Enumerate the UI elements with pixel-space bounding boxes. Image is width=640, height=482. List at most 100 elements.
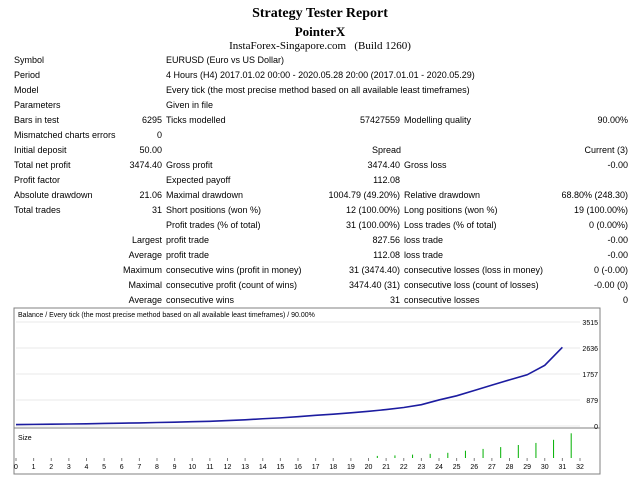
max-consec-losses-value: 0 (-0.00) (593, 265, 628, 275)
profit-trades-value: 31 (100.00%) (345, 220, 400, 230)
bars-in-test-value: 6295 (141, 115, 162, 125)
report-title: Strategy Tester Report (252, 6, 388, 21)
symbol-label: Symbol (14, 55, 45, 65)
mismatched-label: Mismatched charts errors (14, 130, 116, 140)
x-tick-label: 5 (102, 464, 106, 471)
total-trades-value: 31 (151, 205, 162, 215)
x-tick-label: 14 (259, 464, 267, 471)
parameters-label: Parameters (14, 100, 61, 110)
largest-profit-trade-label: profit trade (166, 235, 210, 245)
build-number: (Build 1260) (354, 40, 411, 52)
average-loss-trade-value: -0.00 (607, 250, 628, 260)
x-tick-label: 25 (453, 464, 461, 471)
x-tick-label: 9 (173, 464, 177, 471)
x-tick-label: 2 (49, 464, 53, 471)
spread-value: Current (3) (584, 145, 628, 155)
x-tick-label: 26 (470, 464, 478, 471)
x-tick-label: 23 (417, 464, 425, 471)
x-tick-label: 12 (224, 464, 232, 471)
total-net-profit-label: Total net profit (14, 160, 71, 170)
loss-trades-value: 0 (0.00%) (588, 220, 628, 230)
company-line: InstaForex-Singapore.com (Build 1260) (0, 40, 640, 52)
size-label: Size (18, 435, 32, 442)
x-tick-label: 7 (137, 464, 141, 471)
average-label: Average (128, 250, 162, 260)
max-consec-losses-label: consecutive losses (loss in money) (404, 265, 544, 275)
x-tick-label: 4 (85, 464, 89, 471)
avg-consec-losses-label: consecutive losses (404, 295, 480, 305)
absolute-drawdown-label: Absolute drawdown (14, 190, 93, 200)
short-positions-label: Short positions (won %) (166, 205, 262, 215)
model-label: Model (14, 85, 39, 95)
avg-consec-wins-label: consecutive wins (166, 295, 235, 305)
total-net-profit-value: 3474.40 (129, 160, 162, 170)
period-value: 4 Hours (H4) 2017.01.02 00:00 - 2020.05.… (166, 70, 475, 80)
average-profit-trade-value: 112.08 (373, 250, 400, 260)
x-tick-label: 22 (400, 464, 408, 471)
x-tick-label: 1 (32, 464, 36, 471)
y-tick-label: 3515 (582, 320, 598, 327)
balance-line (15, 346, 563, 426)
initial-deposit-label: Initial deposit (14, 145, 67, 155)
x-tick-label: 13 (241, 464, 249, 471)
x-tick-label: 32 (576, 464, 584, 471)
profit-factor-label: Profit factor (14, 175, 61, 185)
x-tick-label: 21 (382, 464, 390, 471)
y-tick-label: 2636 (582, 346, 598, 353)
short-positions-value: 12 (100.00%) (345, 205, 400, 215)
spread-label: Spread (372, 145, 402, 155)
bars-in-test-label: Bars in test (14, 115, 60, 125)
largest-label: Largest (131, 235, 162, 245)
y-tick-label: 0 (594, 424, 598, 431)
x-tick-label: 3 (67, 464, 71, 471)
relative-drawdown-label: Relative drawdown (404, 190, 481, 200)
mismatched-value: 0 (156, 130, 162, 140)
maximal-drawdown-value: 1004.79 (49.20%) (328, 190, 400, 200)
x-tick-label: 18 (329, 464, 337, 471)
maximum-label: Maximum (122, 265, 162, 275)
x-tick-label: 16 (294, 464, 302, 471)
gross-profit-value: 3474.40 (367, 160, 400, 170)
avg-consec-wins-value: 31 (389, 295, 400, 305)
ticks-modelled-label: Ticks modelled (166, 115, 226, 125)
x-tick-label: 0 (14, 464, 18, 471)
maximal-consec-profit-label: consecutive profit (count of wins) (166, 280, 298, 290)
y-tick-label: 879 (586, 398, 598, 405)
balance-chart-svg: Balance / Every tick (the most precise m… (13, 307, 601, 475)
expected-payoff-value: 112.08 (373, 175, 400, 185)
symbol-value: EURUSD (Euro vs US Dollar) (166, 55, 285, 65)
loss-trades-label: Loss trades (% of total) (404, 220, 497, 230)
avg-consec-losses-value: 0 (622, 295, 628, 305)
modelling-quality-label: Modelling quality (404, 115, 472, 125)
largest-profit-trade-value: 827.56 (372, 235, 400, 245)
largest-loss-trade-label: loss trade (404, 235, 444, 245)
initial-deposit-value: 50.00 (139, 145, 162, 155)
total-trades-label: Total trades (14, 205, 61, 215)
maximal-consec-profit-value: 3474.40 (31) (348, 280, 400, 290)
x-tick-label: 30 (541, 464, 549, 471)
company-name: InstaForex-Singapore.com (229, 40, 347, 52)
chart-title: Balance / Every tick (the most precise m… (18, 312, 315, 319)
y-tick-label: 1757 (582, 372, 598, 379)
gross-loss-value: -0.00 (607, 160, 628, 170)
x-tick-label: 27 (488, 464, 496, 471)
x-tick-label: 17 (312, 464, 320, 471)
x-tick-label: 10 (188, 464, 196, 471)
long-positions-label: Long positions (won %) (404, 205, 498, 215)
max-consec-wins-value: 31 (3474.40) (348, 265, 400, 275)
absolute-drawdown-value: 21.06 (139, 190, 162, 200)
x-tick-label: 15 (276, 464, 284, 471)
gross-loss-label: Gross loss (404, 160, 447, 170)
x-tick-label: 31 (558, 464, 566, 471)
maximal-label: Maximal (128, 280, 162, 290)
x-tick-label: 20 (365, 464, 373, 471)
x-tick-label: 28 (506, 464, 514, 471)
long-positions-value: 19 (100.00%) (573, 205, 628, 215)
maximal-drawdown-label: Maximal drawdown (166, 190, 244, 200)
expected-payoff-label: Expected payoff (166, 175, 231, 185)
average-consec-label: Average (128, 295, 162, 305)
profit-trades-label: Profit trades (% of total) (166, 220, 261, 230)
ticks-modelled-value: 57427559 (359, 115, 400, 125)
expert-advisor-name: PointerX (294, 24, 346, 39)
x-tick-label: 29 (523, 464, 531, 471)
